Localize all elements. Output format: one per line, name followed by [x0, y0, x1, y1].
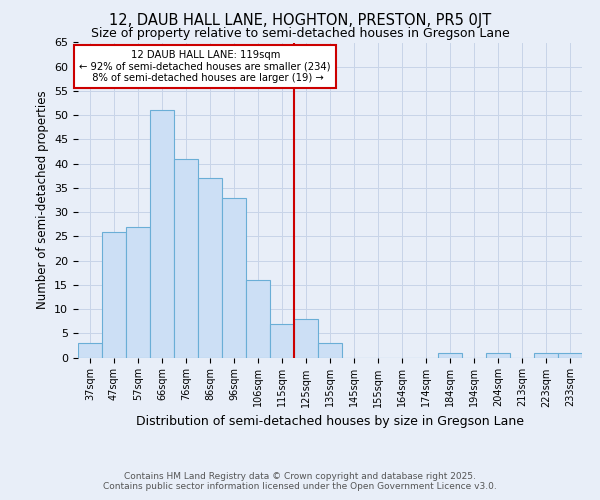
Bar	[174, 159, 198, 358]
Bar	[102, 232, 126, 358]
Text: Contains HM Land Registry data © Crown copyright and database right 2025.
Contai: Contains HM Land Registry data © Crown c…	[103, 472, 497, 491]
Bar	[150, 110, 174, 358]
Bar	[558, 352, 582, 358]
Bar	[318, 343, 342, 357]
Bar	[486, 352, 510, 358]
Text: Size of property relative to semi-detached houses in Gregson Lane: Size of property relative to semi-detach…	[91, 28, 509, 40]
X-axis label: Distribution of semi-detached houses by size in Gregson Lane: Distribution of semi-detached houses by …	[136, 415, 524, 428]
Bar	[534, 352, 558, 358]
Bar	[294, 318, 318, 358]
Bar	[222, 198, 246, 358]
Bar	[270, 324, 294, 358]
Y-axis label: Number of semi-detached properties: Number of semi-detached properties	[35, 90, 49, 310]
Text: 12 DAUB HALL LANE: 119sqm
← 92% of semi-detached houses are smaller (234)
  8% o: 12 DAUB HALL LANE: 119sqm ← 92% of semi-…	[79, 50, 331, 83]
Bar	[126, 226, 150, 358]
Text: 12, DAUB HALL LANE, HOGHTON, PRESTON, PR5 0JT: 12, DAUB HALL LANE, HOGHTON, PRESTON, PR…	[109, 12, 491, 28]
Bar	[438, 352, 462, 358]
Bar	[246, 280, 270, 357]
Bar	[198, 178, 222, 358]
Bar	[78, 343, 102, 357]
